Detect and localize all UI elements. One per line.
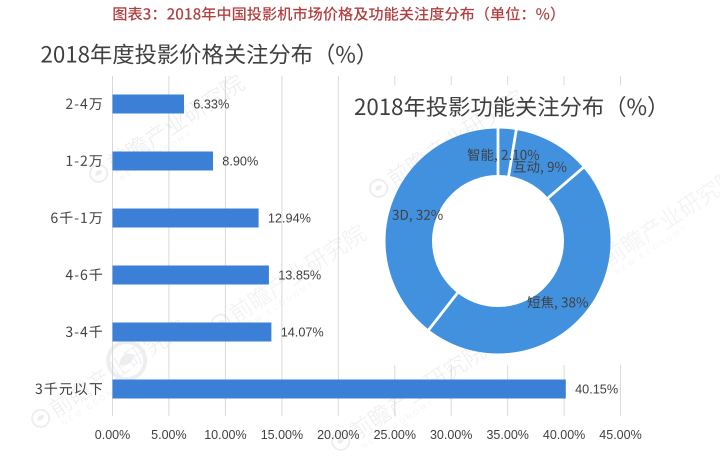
svg-text:15.00%: 15.00%: [261, 428, 303, 442]
svg-text:35.00%: 35.00%: [486, 428, 528, 442]
svg-text:45.00%: 45.00%: [599, 428, 641, 442]
svg-text:10.00%: 10.00%: [204, 428, 246, 442]
svg-text:8.90%: 8.90%: [222, 154, 258, 168]
svg-text:20.00%: 20.00%: [317, 428, 359, 442]
svg-text:0.00%: 0.00%: [95, 428, 130, 442]
svg-text:5.00%: 5.00%: [151, 428, 186, 442]
svg-text:25.00%: 25.00%: [374, 428, 416, 442]
svg-text:40.15%: 40.15%: [575, 382, 618, 396]
svg-text:30.00%: 30.00%: [430, 428, 472, 442]
svg-text:13.85%: 13.85%: [278, 268, 321, 282]
svg-text:14.07%: 14.07%: [281, 325, 324, 339]
svg-text:40.00%: 40.00%: [543, 428, 585, 442]
svg-text:6.33%: 6.33%: [193, 97, 229, 111]
svg-text:12.94%: 12.94%: [268, 211, 311, 225]
